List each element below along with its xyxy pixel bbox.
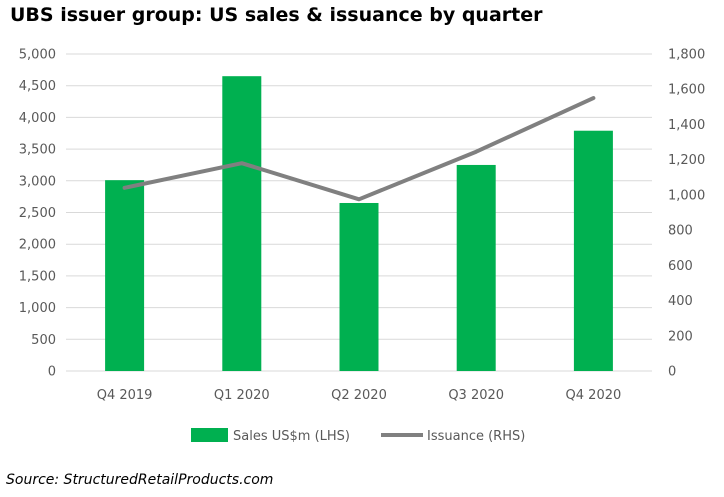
y-left-tick-label: 4,000 — [19, 111, 56, 126]
source-note: Source: StructuredRetailProducts.com — [6, 472, 274, 488]
bar — [105, 180, 145, 371]
y-right-tick-label: 600 — [668, 259, 693, 274]
y-left-tick-label: 500 — [31, 333, 56, 348]
y-left-tick-label: 2,500 — [19, 206, 56, 221]
chart-title: UBS issuer group: US sales & issuance by… — [10, 4, 543, 26]
y-left-tick-label: 3,500 — [19, 143, 56, 158]
bar — [456, 164, 496, 371]
y-right-tick-label: 0 — [668, 365, 676, 380]
y-right-tick-label: 1,200 — [668, 153, 705, 168]
x-tick-label: Q2 2020 — [331, 388, 387, 403]
bar — [339, 202, 379, 371]
x-tick-label: Q4 2020 — [566, 388, 622, 403]
y-right-tick-label: 800 — [668, 224, 693, 239]
y-right-tick-label: 1,800 — [668, 48, 705, 63]
y-right-tick-label: 1,000 — [668, 188, 705, 203]
y-left-tick-label: 1,500 — [19, 269, 56, 284]
x-tick-label: Q3 2020 — [448, 388, 504, 403]
x-tick-label: Q1 2020 — [214, 388, 270, 403]
y-left-tick-label: 2,000 — [19, 238, 56, 253]
y-right-tick-label: 1,600 — [668, 83, 705, 98]
y-left-tick-label: 5,000 — [19, 48, 56, 63]
x-tick-label: Q4 2019 — [97, 388, 153, 403]
y-left-tick-label: 3,000 — [19, 174, 56, 189]
y-right-tick-label: 200 — [668, 329, 693, 344]
legend-swatch-sales — [191, 428, 228, 442]
y-right-tick-label: 400 — [668, 294, 693, 309]
legend-label-issuance: Issuance (RHS) — [427, 429, 525, 444]
legend-label-sales: Sales US$m (LHS) — [233, 429, 350, 444]
y-left-tick-label: 1,000 — [19, 301, 56, 316]
bar — [222, 76, 262, 371]
y-right-tick-label: 1,400 — [668, 118, 705, 133]
y-left-tick-label: 0 — [48, 365, 56, 380]
y-left-tick-label: 4,500 — [19, 79, 56, 94]
bar — [573, 130, 613, 371]
